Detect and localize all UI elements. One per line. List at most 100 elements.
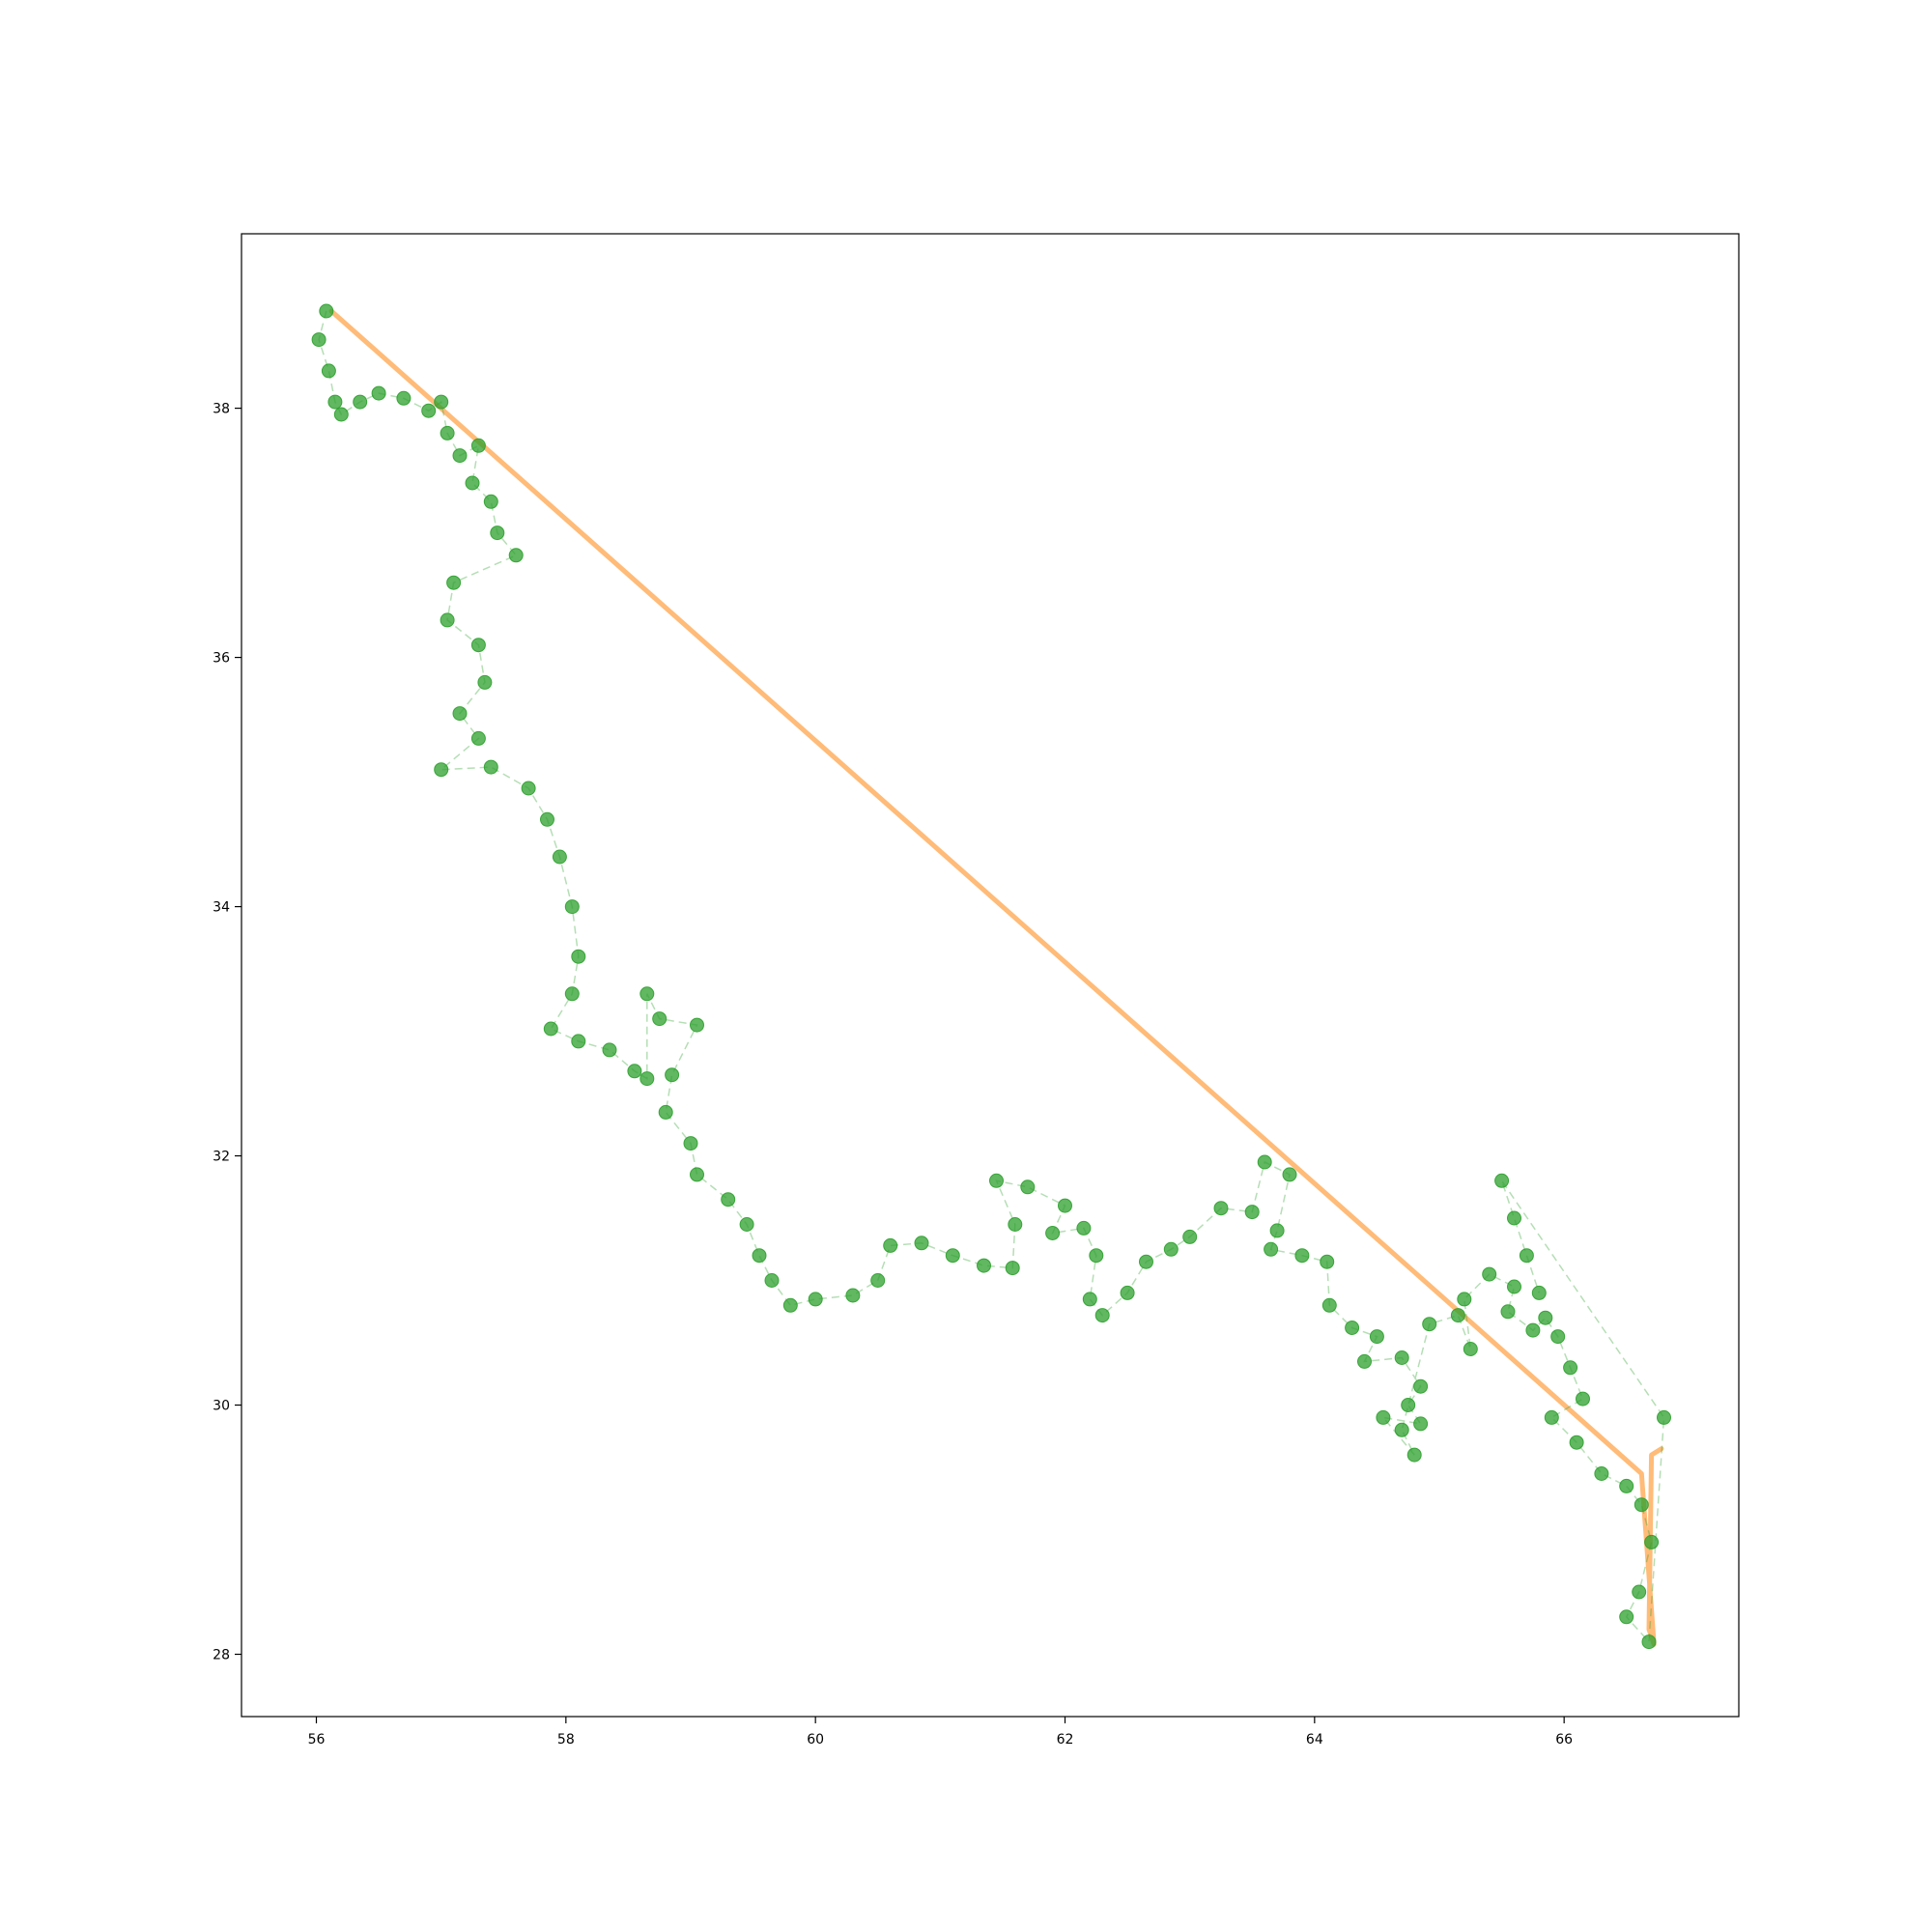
series-1-point-64 xyxy=(1094,1308,1110,1323)
series-1-point-17 xyxy=(446,575,462,590)
series-1-point-56 xyxy=(1008,1217,1023,1232)
series-1-point-69 xyxy=(1213,1201,1229,1216)
series-1-point-95 xyxy=(1525,1322,1541,1338)
x-axis: 56 58 60 62 64 66 xyxy=(308,1717,1573,1747)
y-tick-label-32: 32 xyxy=(213,1150,230,1165)
series-1-point-32 xyxy=(571,1034,586,1049)
series-1-point-52 xyxy=(914,1236,929,1251)
series-1-point-13 xyxy=(465,475,480,491)
series-1-point-7 xyxy=(396,390,412,406)
series-1-point-55 xyxy=(1005,1261,1020,1276)
x-tick-label-56: 56 xyxy=(308,1732,326,1747)
series-1-point-22 xyxy=(470,730,486,746)
series-1-point-96 xyxy=(1538,1310,1553,1325)
series-1-point-61 xyxy=(1076,1220,1092,1236)
series-1-point-105 xyxy=(1644,1534,1660,1549)
series-1-point-6 xyxy=(371,385,386,401)
y-axis: 28 30 32 34 36 38 xyxy=(213,402,242,1663)
series-1-point-2 xyxy=(321,363,336,379)
series-1-point-58 xyxy=(1020,1179,1036,1195)
series-1-point-109 xyxy=(1657,1409,1671,1425)
x-tick-label-64: 64 xyxy=(1306,1732,1323,1747)
series-1-point-37 xyxy=(652,1011,668,1027)
series-1-point-53 xyxy=(945,1248,960,1264)
series-1-point-80 xyxy=(1357,1353,1372,1369)
x-tick-label-58: 58 xyxy=(557,1732,575,1747)
series-1-point-107 xyxy=(1619,1609,1634,1625)
series-1-point-82 xyxy=(1413,1378,1429,1394)
series-1-point-45 xyxy=(752,1248,767,1264)
series-1-point-10 xyxy=(440,425,455,440)
series-1-point-34 xyxy=(627,1064,642,1079)
series-1-point-81 xyxy=(1394,1350,1409,1365)
series-1-point-102 xyxy=(1594,1466,1609,1481)
series-1-point-23 xyxy=(434,762,449,778)
series-1-point-98 xyxy=(1563,1360,1578,1376)
series-1-point-19 xyxy=(470,638,486,653)
series-1-point-5 xyxy=(353,394,368,410)
series-1-point-106 xyxy=(1632,1584,1647,1600)
series-1-point-28 xyxy=(564,899,580,915)
series-1-point-76 xyxy=(1320,1254,1335,1269)
series-1-point-29 xyxy=(571,949,586,964)
series-1-point-65 xyxy=(1120,1285,1135,1300)
series-1-point-85 xyxy=(1376,1409,1391,1425)
series-1-point-91 xyxy=(1457,1292,1472,1307)
series-1-point-72 xyxy=(1282,1167,1297,1182)
series-1-point-33 xyxy=(602,1042,617,1058)
series-1-point-67 xyxy=(1163,1241,1179,1257)
series-1-point-21 xyxy=(452,706,468,722)
series-1-point-49 xyxy=(845,1288,861,1303)
series-1-point-73 xyxy=(1269,1223,1285,1238)
series-1-point-87 xyxy=(1394,1422,1409,1437)
series-1-point-83 xyxy=(1401,1398,1416,1412)
x-tick-label-66: 66 xyxy=(1555,1732,1573,1747)
series-1-point-111 xyxy=(1507,1210,1521,1226)
series-1-point-99 xyxy=(1576,1391,1590,1406)
series-1-point-77 xyxy=(1321,1297,1337,1313)
series-1-point-89 xyxy=(1450,1308,1465,1323)
series-1-point-12 xyxy=(470,438,486,453)
series-1-point-100 xyxy=(1544,1409,1559,1425)
series-1-point-26 xyxy=(540,811,554,827)
series-1-point-51 xyxy=(883,1237,898,1253)
series-1-point-86 xyxy=(1406,1447,1422,1463)
series-1-point-108 xyxy=(1641,1634,1657,1650)
series-1-point-104 xyxy=(1634,1497,1649,1513)
series-1-point-84 xyxy=(1413,1416,1429,1432)
series-1-point-62 xyxy=(1089,1248,1104,1264)
series-1-point-78 xyxy=(1345,1321,1360,1335)
series-1-point-79 xyxy=(1369,1329,1384,1345)
series-1-point-63 xyxy=(1082,1292,1097,1307)
series-1-point-25 xyxy=(521,781,536,796)
series-1-point-54 xyxy=(977,1258,991,1273)
series-1-point-0 xyxy=(319,303,334,319)
series-1-point-43 xyxy=(721,1192,736,1208)
series-1-point-88 xyxy=(1422,1317,1437,1332)
x-tick-label-60: 60 xyxy=(807,1732,824,1747)
series-1-point-68 xyxy=(1182,1229,1198,1244)
series-1-point-103 xyxy=(1619,1478,1634,1493)
series-1-point-74 xyxy=(1264,1241,1279,1257)
series-1-point-35 xyxy=(639,1071,655,1087)
series-1-point-46 xyxy=(764,1273,780,1288)
series-1-point-18 xyxy=(440,612,455,628)
y-tick-label-34: 34 xyxy=(213,900,230,916)
series-1-point-71 xyxy=(1257,1154,1272,1170)
series-1-point-30 xyxy=(564,986,580,1002)
series-1-point-70 xyxy=(1244,1205,1260,1220)
series-1-point-14 xyxy=(483,494,498,509)
series-1-point-48 xyxy=(808,1292,823,1307)
series-1-point-8 xyxy=(421,403,437,418)
series-1-point-11 xyxy=(452,448,468,464)
series-1-point-47 xyxy=(782,1297,798,1313)
series-1-point-36 xyxy=(639,986,655,1002)
series-1-point-41 xyxy=(683,1136,698,1151)
series-1-point-66 xyxy=(1139,1254,1153,1269)
series-1-point-113 xyxy=(1531,1285,1547,1300)
series-1-point-16 xyxy=(508,548,524,563)
series-1-point-57 xyxy=(989,1173,1004,1188)
y-tick-label-36: 36 xyxy=(213,651,230,667)
